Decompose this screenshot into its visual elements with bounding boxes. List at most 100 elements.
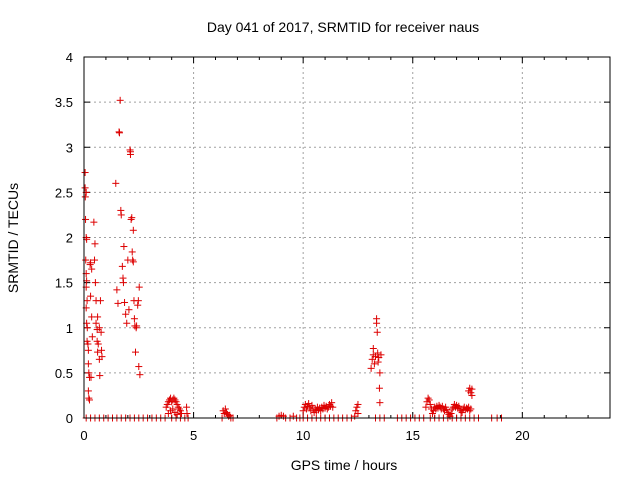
grid-layer [84, 57, 610, 418]
data-point [123, 319, 131, 327]
data-point [97, 328, 105, 336]
data-point [374, 349, 382, 357]
data-point [82, 256, 90, 264]
data-point [127, 215, 135, 223]
data-point [84, 360, 92, 368]
y-tick-label: 3.5 [55, 95, 73, 110]
data-point [376, 399, 384, 407]
data-point [129, 256, 137, 264]
data-point [376, 369, 384, 377]
data-point [85, 396, 93, 404]
data-point [183, 409, 191, 417]
data-point [468, 391, 476, 399]
data-point [174, 403, 182, 411]
x-axis-label: GPS time / hours [291, 457, 398, 473]
y-tick-label: 1.5 [55, 276, 73, 291]
data-point [96, 372, 104, 380]
data-point [84, 346, 92, 354]
data-point [87, 259, 95, 267]
data-point [468, 385, 476, 393]
data-point [96, 297, 104, 305]
data-point [84, 340, 92, 348]
data-point [88, 313, 96, 321]
x-tick-label: 20 [515, 428, 529, 443]
data-point [81, 193, 89, 201]
data-point [173, 410, 181, 418]
x-tick-label: 15 [406, 428, 420, 443]
data-point [85, 369, 93, 377]
data-point [88, 265, 96, 273]
data-point [98, 346, 106, 354]
data-point [375, 384, 383, 392]
data-point [466, 407, 474, 415]
data-point [354, 409, 362, 417]
data-point [84, 387, 92, 395]
data-point [289, 412, 297, 420]
data-point [130, 315, 138, 323]
data-point [91, 279, 99, 287]
data-point [87, 292, 95, 300]
data-point [91, 256, 99, 264]
data-point [128, 248, 136, 256]
chart-title: Day 041 of 2017, SRMTID for receiver nau… [207, 19, 479, 35]
data-point [88, 333, 96, 341]
data-point [328, 399, 336, 407]
y-tick-label: 2 [66, 231, 73, 246]
data-point [95, 324, 103, 332]
y-tick-label: 2.5 [55, 185, 73, 200]
y-tick-label: 1 [66, 321, 73, 336]
data-point [83, 297, 91, 305]
data-point [377, 351, 385, 359]
data-point [447, 409, 455, 417]
data-point [81, 169, 89, 177]
data-point [425, 396, 433, 404]
data-point [81, 184, 89, 192]
data-point [171, 396, 179, 404]
data-point [120, 243, 128, 251]
data-point [426, 400, 434, 408]
plot-frame [83, 56, 611, 419]
y-tick-label: 0.5 [55, 366, 73, 381]
data-point [299, 407, 307, 415]
y-tick-label: 3 [66, 140, 73, 155]
data-point [308, 401, 316, 409]
x-tick-label: 5 [190, 428, 197, 443]
data-point [354, 400, 362, 408]
data-point [129, 258, 137, 266]
data-point [133, 322, 141, 330]
y-axis-label: SRMTID / TECUs [5, 183, 21, 293]
data-point [329, 403, 337, 411]
data-point [183, 403, 191, 411]
x-tick-label: 10 [296, 428, 310, 443]
data-point [128, 214, 136, 222]
data-point [373, 328, 381, 336]
data-point [116, 96, 124, 104]
data-point [121, 298, 129, 306]
data-point [134, 301, 142, 309]
data-point [467, 405, 475, 413]
data-point [370, 360, 378, 368]
data-point [82, 215, 90, 223]
y-tick-label: 4 [66, 50, 73, 65]
data-point [126, 150, 134, 158]
data-point [371, 353, 379, 361]
data-point [373, 319, 381, 327]
data-point [132, 348, 140, 356]
data-point [169, 405, 177, 413]
data-point [90, 218, 98, 226]
data-point [92, 319, 100, 327]
data-point [85, 394, 93, 402]
data-point [98, 353, 106, 361]
data-point [221, 405, 229, 413]
data-point [94, 348, 102, 356]
data-point [112, 179, 120, 187]
data-point [94, 340, 102, 348]
data-point [119, 279, 127, 287]
data-point [135, 363, 143, 371]
data-point [448, 405, 456, 413]
y-tick-label: 0 [66, 411, 73, 426]
data-point [136, 371, 144, 379]
data-point [116, 129, 124, 137]
data-point [118, 262, 126, 270]
